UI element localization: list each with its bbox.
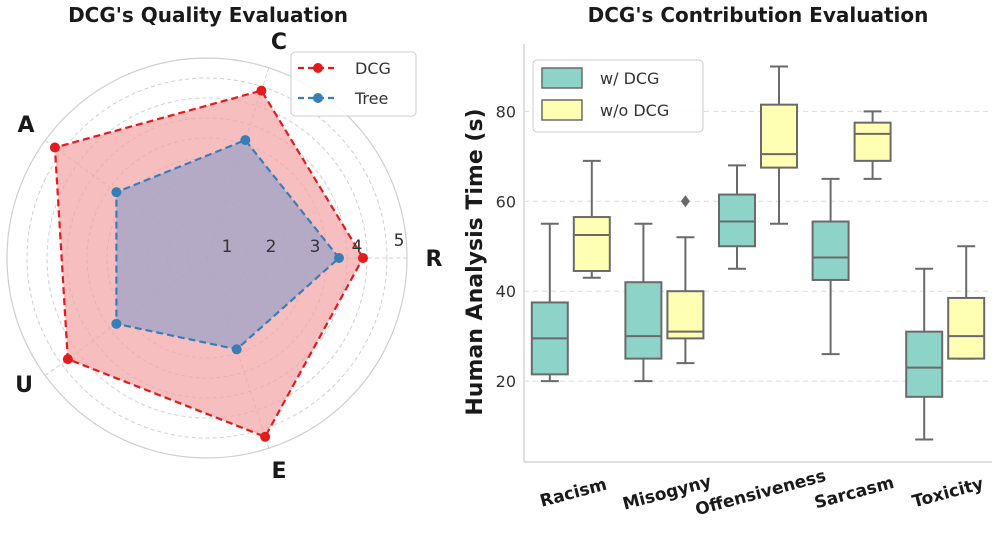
radar-legend-label-dcg: DCG [355, 59, 391, 78]
radar-axis-label-u: U [15, 373, 33, 398]
radar-chart: DCG's Quality Evaluation 1 2 3 4 5 R C A U E DCG T… [6, 3, 443, 484]
box-xtick-racism: Racism [538, 475, 609, 512]
box-ytick-label: 60 [496, 192, 516, 211]
radar-point-tree-e [231, 344, 242, 355]
box-sarcasm-with-box [811, 220, 850, 281]
box-racism-without-box [572, 216, 611, 272]
box-legend-swatch-with [541, 67, 583, 89]
radar-point-dcg-e [260, 431, 271, 442]
box-offensiveness-with-box [718, 193, 756, 248]
radar-legend-marker-tree [313, 93, 323, 103]
radar-point-dcg-r [358, 253, 368, 263]
box-xtick-offensiveness: Offensiveness [693, 466, 828, 520]
radar-axis-label-a: A [17, 113, 34, 138]
box-toxicity-with-box [905, 330, 944, 398]
radar-axis-label-r: R [426, 247, 443, 272]
box-chart: DCG's Contribution Evaluation Human Anal… [463, 3, 992, 520]
box-misogyny-without-outlier [680, 195, 690, 208]
box-sarcasm-without-box [853, 121, 892, 162]
radar-labels: 1 2 3 4 5 R C A U E [15, 30, 442, 484]
box-offensiveness-without-box [760, 103, 798, 169]
radar-point-tree-a [111, 187, 122, 198]
box-toxicity-without-box [947, 296, 986, 360]
radar-legend-label-tree: Tree [354, 89, 388, 108]
box-legend-swatch-without [541, 99, 583, 121]
radar-point-tree-c [240, 135, 251, 146]
radar-axis-label-e: E [271, 459, 286, 484]
radar-grid-ring [26, 77, 388, 439]
radar-legend-marker-dcg [313, 63, 323, 73]
box-misogyny-without-box [666, 290, 705, 340]
radar-point-dcg-u [62, 354, 73, 365]
radar-radial-tick: 1 [222, 237, 233, 257]
box-ytick-label: 20 [496, 372, 516, 391]
radar-point-tree-r [334, 253, 344, 263]
box-title: DCG's Contribution Evaluation [588, 3, 929, 27]
radar-line-tree [115, 138, 341, 351]
box-ytick-label: 40 [496, 282, 516, 301]
box-legend-label-with: w/ DCG [600, 69, 659, 88]
radar-radial-tick: 2 [266, 237, 277, 257]
box-misogyny-with-box [624, 281, 663, 360]
radar-point-tree-u [111, 318, 122, 329]
box-grid: 20 40 60 80 [496, 44, 992, 463]
radar-radial-tick: 3 [310, 237, 321, 257]
radar-area-tree [116, 140, 340, 350]
box-marks [530, 65, 986, 441]
box-ylabel: Human Analysis Time (s) [463, 108, 488, 415]
box-xtick-toxicity: Toxicity [910, 474, 986, 512]
radar-point-dcg-a [49, 142, 60, 153]
radar-point-dcg-c [256, 85, 267, 96]
radar-legend: DCG Tree [290, 51, 417, 117]
radar-radial-tick: 5 [394, 231, 405, 251]
box-legend: w/ DCG w/o DCG [532, 59, 704, 133]
radar-axis-label-c: C [271, 30, 287, 55]
box-ytick-label: 80 [496, 102, 516, 121]
box-legend-label-without: w/o DCG [600, 101, 669, 120]
radar-title: DCG's Quality Evaluation [68, 3, 348, 27]
radar-legend-box [290, 51, 417, 117]
radar-radial-tick: 4 [352, 237, 363, 257]
radar-series [49, 85, 368, 442]
